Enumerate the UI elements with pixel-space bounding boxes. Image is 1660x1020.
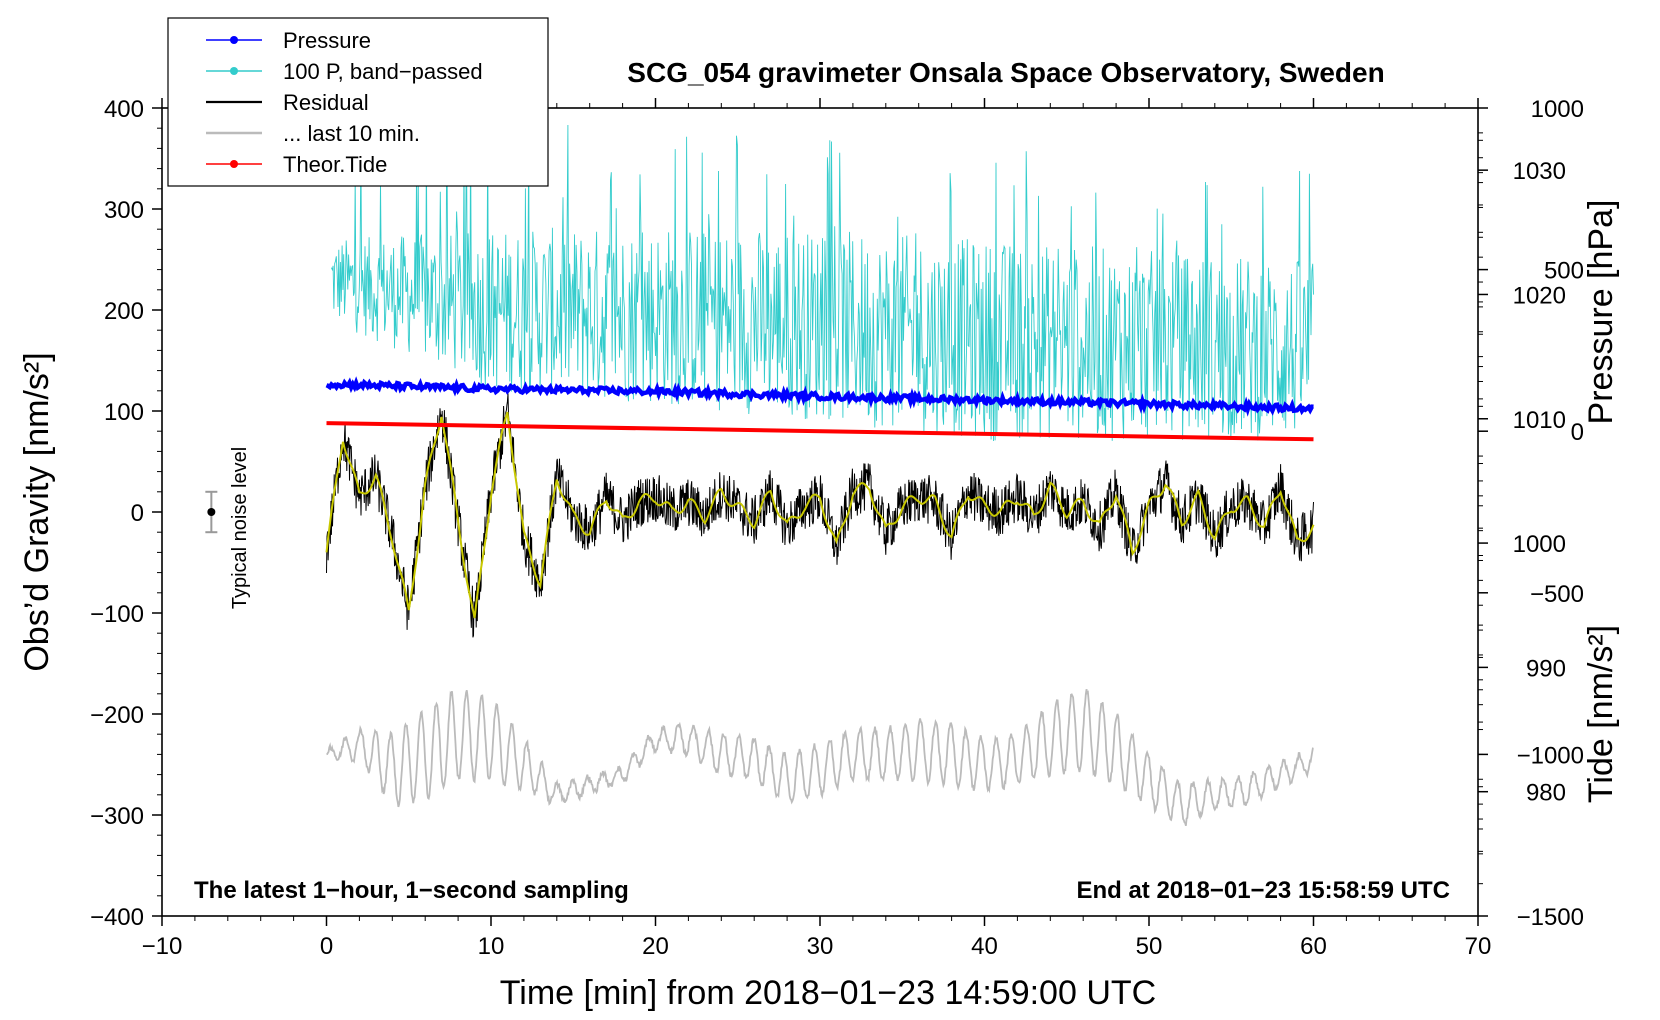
x-tick-label: 10: [478, 933, 505, 960]
tide-axis-title: Tide [nm/s²]: [1582, 625, 1620, 803]
y-tick-label: −200: [90, 702, 144, 729]
x-axis-title: Time [min] from 2018−01−23 14:59:00 UTC: [500, 974, 1156, 1012]
y-tick-label: 300: [104, 197, 144, 224]
pressure-tick-label: 980: [1526, 780, 1566, 807]
tide-tick-label: −500: [1530, 581, 1584, 608]
y-tick-label: −400: [90, 904, 144, 931]
noise-bar: [205, 490, 218, 534]
pressure-axis-title: Pressure [hPa]: [1582, 200, 1620, 425]
noise-level-label: Typical noise level: [229, 447, 251, 609]
x-tick-label: 50: [1136, 933, 1163, 960]
y-axis-left-title: Obs’d Gravity [nm/s²]: [18, 352, 56, 671]
sampling-annotation: The latest 1−hour, 1−second sampling: [194, 877, 629, 904]
x-tick-label: 0: [320, 933, 333, 960]
tide-tick-label: 0: [1571, 419, 1584, 446]
y-tick-label: 400: [104, 96, 144, 123]
x-tick-label: −10: [142, 933, 183, 960]
tide-tick-label: 1000: [1531, 96, 1584, 123]
x-tick-label: 20: [642, 933, 669, 960]
legend-label: 100 P, band−passed: [283, 59, 483, 84]
legend-label: Theor.Tide: [283, 152, 387, 177]
tide-tick-label: −1000: [1517, 742, 1584, 769]
pressure-tick-label: 1000: [1513, 531, 1566, 558]
x-tick-label: 30: [807, 933, 834, 960]
legend-label: ... last 10 min.: [283, 121, 420, 146]
series-tide-line: [326, 421, 1314, 442]
y-tick-label: −100: [90, 601, 144, 628]
legend-label: Residual: [283, 90, 369, 115]
x-tick-label: 70: [1465, 933, 1492, 960]
x-tick-label: 40: [971, 933, 998, 960]
chart-title: SCG_054 gravimeter Onsala Space Observat…: [627, 57, 1384, 88]
series-last-10-min-line: [326, 689, 1314, 827]
legend-marker: [230, 67, 238, 75]
series-pressure-line: [325, 376, 1314, 417]
y-tick-label: 0: [131, 500, 144, 527]
x-tick-label: 60: [1300, 933, 1327, 960]
y-tick-label: 200: [104, 298, 144, 325]
tide-tick-label: −1500: [1517, 904, 1584, 931]
legend-marker: [230, 160, 238, 168]
tide-tick-label: 500: [1544, 258, 1584, 285]
ticks-layer: −10 0 10 20 30 40 50 60 70−400−300−200−100010020…: [90, 96, 1584, 960]
y-tick-label: −300: [90, 803, 144, 830]
pressure-tick-label: 990: [1526, 655, 1566, 682]
pressure-tick-label: 1030: [1513, 158, 1566, 185]
noise-bar-dot: [207, 508, 216, 516]
y-tick-label: 100: [104, 399, 144, 426]
legend-marker: [230, 36, 238, 44]
series-bandpassed-pressure-line: [330, 110, 1314, 442]
series-residual-smoothed-line: [325, 411, 1315, 619]
legend: Pressure 100 P, band−passed Residual ... la…: [167, 17, 549, 187]
end-time-annotation: End at 2018−01−23 15:58:59 UTC: [1076, 877, 1450, 904]
series-layer: [325, 110, 1315, 827]
legend-label: Pressure: [283, 28, 371, 53]
pressure-tick-label: 1020: [1513, 282, 1566, 309]
pressure-tick-label: 1010: [1513, 407, 1566, 434]
